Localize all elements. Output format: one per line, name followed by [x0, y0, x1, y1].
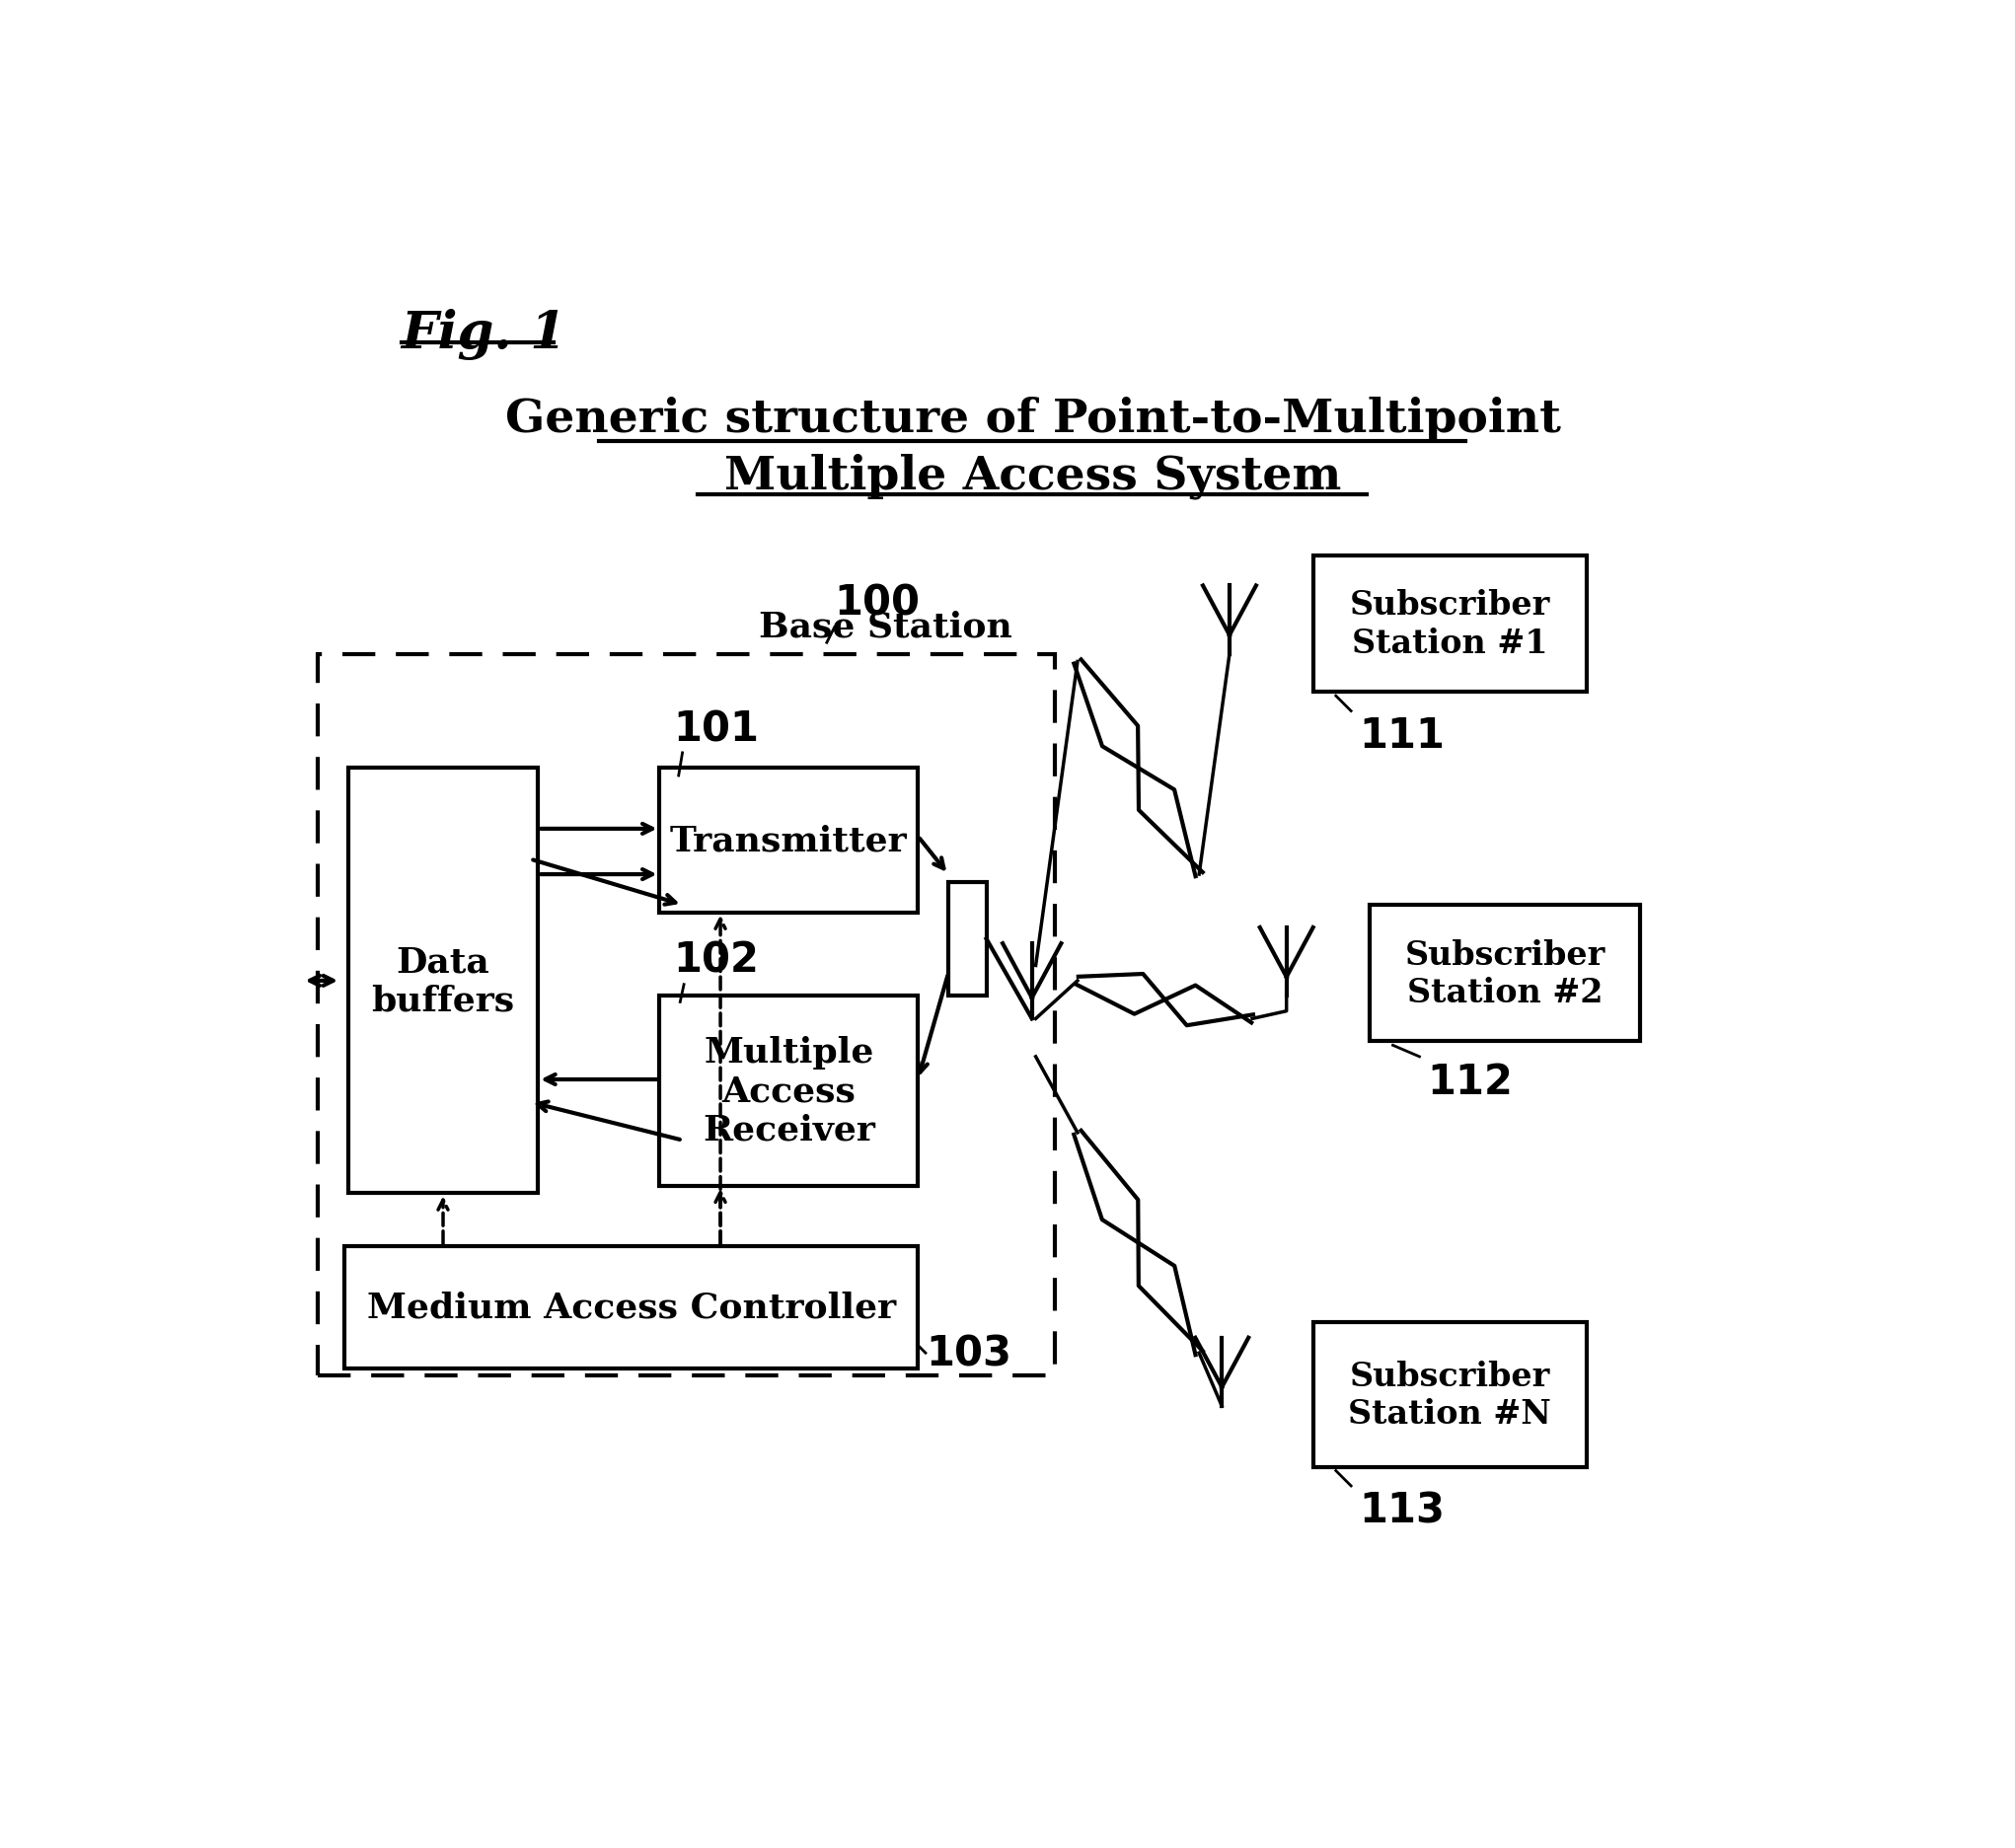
Text: 112: 112	[1427, 1061, 1513, 1101]
Text: Generic structure of Point-to-Multipoint: Generic structure of Point-to-Multipoint	[506, 397, 1560, 442]
Text: Transmitter: Transmitter	[671, 824, 907, 857]
Bar	[1370, 906, 1640, 1042]
Bar	[318, 654, 1054, 1377]
Bar	[349, 769, 538, 1194]
Text: 101: 101	[673, 708, 760, 750]
Text: 103: 103	[925, 1332, 1012, 1373]
Bar	[345, 1247, 919, 1368]
Text: 102: 102	[673, 939, 760, 981]
Bar	[949, 881, 985, 996]
Text: 100: 100	[834, 582, 921, 625]
Bar	[659, 996, 919, 1186]
Text: Base Station: Base Station	[758, 610, 1012, 643]
Text: Subscriber
Station #1: Subscriber Station #1	[1350, 590, 1550, 660]
Text: Subscriber
Station #2: Subscriber Station #2	[1404, 939, 1606, 1009]
Text: Fig. 1: Fig. 1	[401, 309, 566, 360]
Text: Medium Access Controller: Medium Access Controller	[367, 1290, 895, 1325]
Text: 111: 111	[1358, 715, 1445, 756]
Text: Multiple Access System: Multiple Access System	[723, 453, 1342, 499]
Text: Data
buffers: Data buffers	[371, 944, 514, 1016]
Text: Multiple
Access
Receiver: Multiple Access Receiver	[703, 1035, 875, 1148]
Bar	[1314, 556, 1586, 693]
Text: 113: 113	[1358, 1489, 1445, 1532]
Bar	[1314, 1323, 1586, 1467]
Bar	[659, 769, 919, 913]
Text: Subscriber
Station #N: Subscriber Station #N	[1348, 1360, 1552, 1430]
